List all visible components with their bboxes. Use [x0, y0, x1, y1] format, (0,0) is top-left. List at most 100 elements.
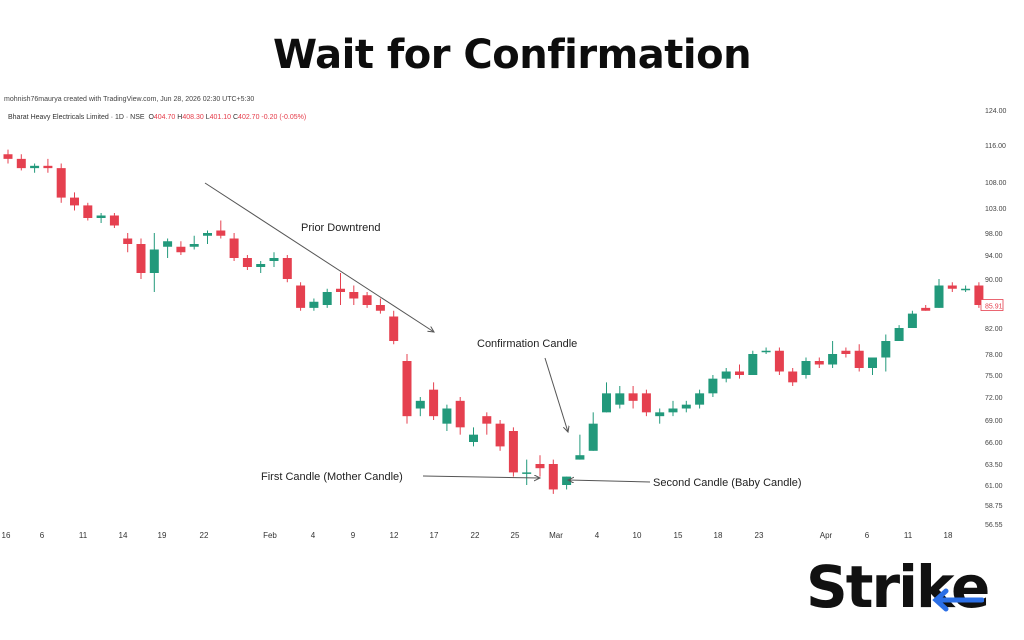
candle	[588, 412, 598, 451]
candle-body	[282, 258, 292, 279]
time-tick-label: 18	[944, 531, 953, 540]
candle	[735, 364, 744, 379]
candle-body	[548, 464, 558, 490]
candle-body	[615, 393, 625, 405]
candle	[801, 357, 811, 379]
candles-layer	[3, 149, 984, 494]
confirmation-candle-label: Confirmation Candle	[477, 338, 577, 350]
time-tick-label: Mar	[549, 531, 563, 540]
candle	[575, 434, 585, 460]
candle-body	[588, 423, 598, 451]
price-tick-label: 103.00	[985, 206, 1007, 213]
candle-body	[469, 434, 478, 442]
price-axis: 124.00 116.00 108.00 103.00 98.00 94.00 90.00 8…	[980, 108, 1007, 529]
price-tick-label: 61.00	[985, 483, 1003, 490]
candle-body	[442, 408, 452, 424]
candle	[615, 386, 625, 409]
candle-body	[522, 472, 532, 474]
candle-body	[83, 205, 93, 218]
candle	[442, 404, 452, 431]
symbol-name: Bharat Heavy Electricals Limited · 1D · …	[8, 114, 145, 121]
low-label: L	[205, 114, 210, 121]
price-tick-label: 72.00	[985, 395, 1003, 402]
candle	[748, 350, 758, 375]
time-tick-label: Apr	[820, 531, 833, 540]
candle-body	[761, 350, 771, 353]
strike-logo-arrow-icon	[932, 588, 984, 612]
price-tick-label: 69.00	[985, 418, 1003, 425]
open-label: O	[148, 114, 154, 121]
candle	[668, 400, 678, 417]
time-tick-label: 14	[119, 531, 128, 540]
time-axis: 16 6 11 14 19 22 Feb 4 9 12 17 22 25 Mar 4 10 15 18 23 Apr 6…	[2, 531, 953, 540]
price-tick-label: 78.00	[985, 352, 1003, 359]
close-value: 402.70	[238, 114, 260, 121]
candle	[947, 282, 957, 292]
candle-body	[508, 431, 518, 473]
candle-body	[109, 215, 119, 226]
price-tick-label: 98.00	[985, 231, 1003, 238]
time-tick-label: 4	[311, 531, 316, 540]
candle-body	[735, 371, 744, 375]
candle	[907, 310, 917, 328]
candle	[136, 238, 146, 279]
candle	[322, 288, 332, 308]
candle-body	[216, 230, 226, 236]
candle	[256, 261, 266, 273]
candle-body	[429, 389, 439, 417]
price-tick-label: 56.55	[985, 522, 1003, 529]
candle-body	[296, 285, 306, 308]
candle-body	[16, 158, 26, 169]
time-tick-label: 9	[351, 531, 356, 540]
time-tick-label: 19	[158, 531, 167, 540]
candle	[43, 158, 53, 173]
candle-body	[921, 307, 931, 311]
strike-wordmark: Strike	[806, 553, 990, 621]
candle-body	[575, 455, 585, 460]
candle	[389, 310, 399, 345]
candle-body	[149, 249, 159, 273]
candle	[681, 400, 691, 413]
candle-body	[336, 288, 345, 292]
candle-body	[907, 313, 917, 328]
candle	[562, 476, 572, 490]
candle-body	[602, 393, 611, 413]
high-label: H	[177, 114, 183, 121]
time-tick-label: 11	[904, 531, 913, 540]
candle	[282, 255, 292, 283]
time-tick-label: 11	[79, 531, 88, 540]
candle	[163, 238, 173, 258]
candle	[3, 149, 13, 164]
candle-body	[322, 292, 332, 305]
candle-body	[123, 238, 133, 244]
candle	[415, 397, 425, 417]
candle-body	[841, 350, 851, 354]
candle	[269, 252, 279, 267]
candle	[309, 298, 319, 311]
candle	[482, 412, 492, 435]
candle-body	[695, 393, 705, 405]
time-tick-label: Feb	[263, 531, 277, 540]
candle-body	[974, 285, 984, 305]
candlestick-chart: 124.00 116.00 108.00 103.00 98.00 94.00 90.00 8…	[2, 108, 1007, 540]
price-tick-label: 75.00	[985, 373, 1003, 380]
downtrend-arrow	[204, 182, 434, 332]
candle-body	[961, 288, 971, 291]
candle-body	[881, 341, 891, 358]
candle	[814, 357, 824, 368]
price-tick-label: 108.00	[985, 180, 1007, 187]
time-tick-label: 22	[200, 531, 209, 540]
candle	[30, 163, 40, 173]
candle-body	[70, 197, 79, 206]
candle	[216, 220, 226, 239]
candle	[788, 368, 798, 386]
symbol-ohlc-line: Bharat Heavy Electricals Limited · 1D · …	[8, 114, 306, 121]
mother-candle-arrow	[422, 476, 540, 478]
candle	[868, 357, 877, 375]
price-tick-label: 124.00	[985, 108, 1007, 115]
candle-body	[402, 361, 412, 417]
candle	[70, 192, 79, 211]
candle-body	[681, 404, 691, 409]
candle-body	[375, 305, 385, 311]
candle-body	[854, 350, 864, 368]
